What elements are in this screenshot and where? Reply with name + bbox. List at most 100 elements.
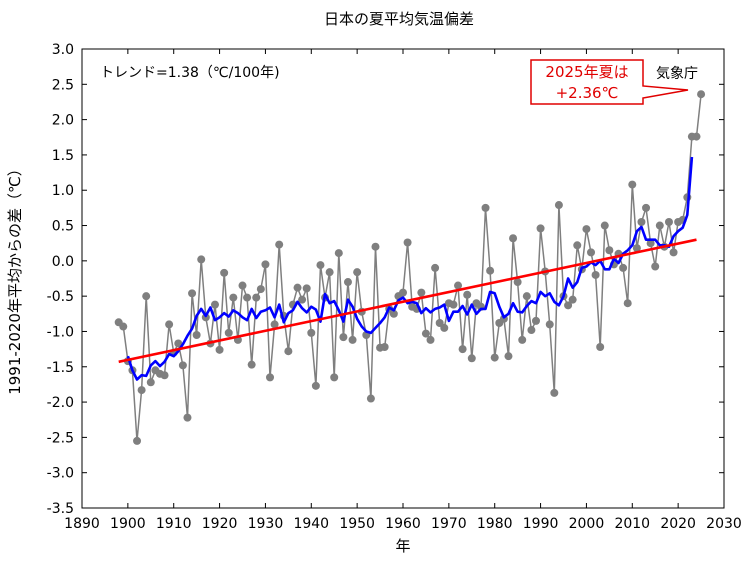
x-axis-label: 年 [395, 537, 410, 555]
y-tick-label: 3.0 [52, 42, 74, 58]
annual-point [256, 285, 265, 294]
series-running-mean-line [126, 156, 694, 381]
x-tick-label: 1910 [156, 516, 192, 532]
annual-point [522, 292, 531, 301]
y-axis-label: 1991-2020年平均からの差（℃） [6, 161, 24, 395]
annual-point [270, 320, 279, 329]
annual-point [183, 413, 192, 422]
annual-point [467, 354, 476, 363]
y-tick-label: 1.5 [52, 148, 74, 164]
annual-point [325, 268, 334, 277]
plot-frame [81, 48, 725, 509]
y-tick-label: -3.0 [47, 466, 74, 482]
annual-point [307, 328, 316, 337]
x-tick-label: 1900 [110, 516, 146, 532]
y-tick-label: -3.5 [47, 501, 74, 517]
annual-point [486, 266, 495, 275]
plot-area: 1890 1900 1910 1920 1930 1940 1950 1960 1970 1980… [47, 42, 742, 532]
annual-point [518, 335, 527, 344]
y-tick-label: 2.5 [52, 77, 74, 93]
annual-point [142, 292, 151, 301]
annual-point [632, 244, 641, 253]
annual-point [587, 248, 596, 257]
annual-point [481, 203, 490, 212]
annual-point [646, 239, 655, 248]
annual-point [550, 388, 559, 397]
annual-point [339, 333, 348, 342]
x-tick-label: 2020 [660, 516, 696, 532]
y-tick-label: 0.0 [52, 254, 74, 270]
annual-point [504, 352, 513, 361]
annual-point [275, 240, 284, 249]
annual-point [146, 378, 155, 387]
annual-point [692, 132, 701, 141]
annual-point [697, 90, 706, 99]
annual-point [605, 246, 614, 255]
annual-point [642, 203, 651, 212]
series-annual-line [118, 94, 702, 441]
annual-point [137, 386, 146, 395]
x-tick-label: 1970 [431, 516, 467, 532]
y-tick-label: -1.0 [47, 324, 74, 340]
annual-point [399, 288, 407, 297]
annual-point [210, 300, 219, 309]
annual-point [188, 289, 197, 298]
chart-title: 日本の夏平均気温偏差 [324, 10, 474, 28]
x-tick-label: 2010 [614, 516, 650, 532]
annual-point [568, 295, 577, 304]
annual-point [353, 268, 362, 277]
annual-point [426, 335, 435, 344]
annual-point [119, 322, 128, 331]
annual-point [192, 330, 201, 339]
y-tick-label: 0.5 [52, 219, 74, 235]
annual-point [201, 313, 210, 322]
annual-point [252, 293, 261, 302]
annual-point [591, 270, 600, 279]
annual-point [628, 180, 637, 189]
source-label: 気象庁 [656, 66, 698, 82]
annual-point [421, 329, 430, 338]
y-tick-label: -2.5 [47, 430, 74, 446]
annual-point [655, 221, 664, 230]
annual-point [311, 381, 320, 390]
callout-frame [530, 59, 689, 105]
y-tick-label: -2.0 [47, 395, 74, 411]
x-tick-label: 1980 [477, 516, 513, 532]
annual-point [582, 225, 591, 234]
annual-point [389, 309, 398, 318]
callout-box: 2025年夏は +2.36℃ [530, 59, 689, 105]
annual-point [343, 278, 352, 287]
annual-point [600, 221, 609, 230]
x-tick-label: 1890 [64, 516, 100, 532]
annual-point [536, 224, 545, 233]
annual-point [637, 218, 646, 227]
annual-point [454, 281, 463, 290]
annual-point [224, 328, 233, 337]
callout-line-2: +2.36℃ [556, 84, 619, 102]
annual-point [229, 293, 238, 302]
annual-point [545, 320, 554, 329]
annual-point [403, 238, 412, 247]
x-tick-label: 2030 [706, 516, 742, 532]
annual-point [178, 361, 187, 370]
annual-point [284, 347, 293, 356]
annual-point [596, 342, 605, 351]
annual-point [243, 293, 252, 302]
x-tick-label: 2000 [569, 516, 605, 532]
annual-point [197, 255, 206, 264]
x-tick-label: 1990 [523, 516, 559, 532]
annual-point [564, 301, 573, 310]
annual-point [174, 339, 183, 348]
ticks-layer: 1890 1900 1910 1920 1930 1940 1950 1960 1970 1980… [47, 42, 742, 532]
callout-line-1: 2025年夏は [545, 63, 628, 81]
annual-point [623, 299, 632, 308]
annual-point [380, 342, 389, 351]
x-tick-label: 1920 [202, 516, 238, 532]
annual-point [247, 360, 256, 369]
x-tick-label: 1950 [339, 516, 375, 532]
annual-point [330, 373, 339, 382]
x-tick-label: 1960 [385, 516, 421, 532]
annual-point [527, 326, 536, 335]
